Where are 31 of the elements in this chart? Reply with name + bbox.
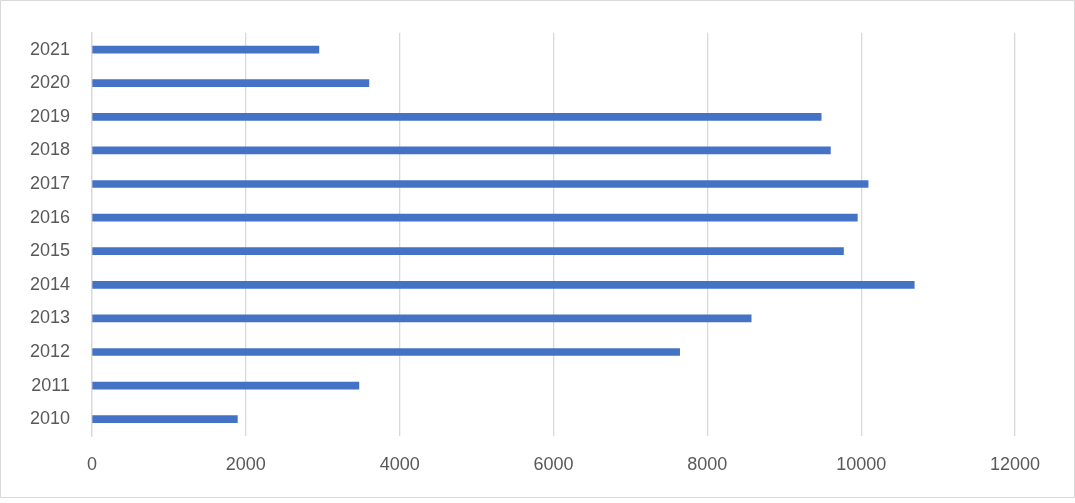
x-tick-label: 12000 [989,453,1041,474]
bar [92,280,915,289]
x-tick-label: 8000 [687,453,728,474]
x-tick-label: 10000 [836,453,887,474]
bar [92,213,858,222]
y-tick-label: 2021 [29,38,70,59]
x-tick-label: 4000 [379,453,420,474]
x-tick-label: 2000 [225,453,266,474]
y-tick-label: 2011 [31,374,70,395]
y-tick-label: 2015 [29,240,70,261]
x-tick-label: 0 [86,453,98,474]
bar [92,247,844,256]
bar [92,45,320,54]
y-tick-label: 2017 [29,172,70,193]
y-tick-label: 2016 [29,206,70,227]
bar [92,79,370,88]
bar [92,348,680,356]
y-tick-label: 2010 [29,408,70,429]
y-tick-label: 2019 [29,105,70,126]
bar [92,415,238,424]
y-tick-label: 2012 [29,340,70,361]
y-tick-label: 2020 [29,72,70,93]
bar [92,180,869,188]
y-tick-label: 2018 [29,139,70,160]
x-tick-label: 6000 [533,453,574,474]
y-tick-label: 2013 [29,307,70,328]
bar [92,381,360,390]
bar [92,146,831,155]
bar [92,112,822,121]
bar [92,314,752,323]
y-tick-label: 2014 [29,273,70,294]
